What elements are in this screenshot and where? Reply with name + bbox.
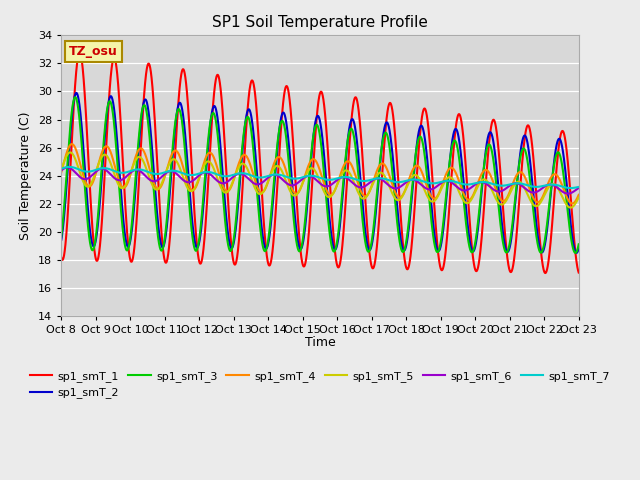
sp1_smT_6 [58,168,65,173]
sp1_smT_2 [436,247,444,253]
sp1_smT_3 [547,190,554,195]
Line: sp1_smT_3: sp1_smT_3 [61,97,579,253]
sp1_smT_1 [58,255,65,261]
sp1_smT_6 [63,165,71,170]
sp1_smT_1 [575,270,582,276]
sp1_smT_4 [568,201,576,206]
sp1_smT_1 [451,140,458,146]
sp1_smT_3 [58,234,65,240]
sp1_smT_1 [436,261,444,266]
sp1_smT_7 [58,166,65,171]
sp1_smT_3 [553,150,561,156]
sp1_smT_3 [451,138,458,144]
Legend: sp1_smT_1, sp1_smT_2, sp1_smT_3, sp1_smT_4, sp1_smT_5, sp1_smT_6, sp1_smT_7: sp1_smT_1, sp1_smT_2, sp1_smT_3, sp1_smT… [26,367,614,403]
sp1_smT_4 [302,169,310,175]
Line: sp1_smT_5: sp1_smT_5 [61,153,579,208]
Line: sp1_smT_6: sp1_smT_6 [61,168,579,193]
sp1_smT_2 [451,129,458,134]
sp1_smT_5 [567,205,575,211]
Line: sp1_smT_7: sp1_smT_7 [61,167,579,188]
sp1_smT_2 [72,90,80,96]
sp1_smT_3 [575,241,582,247]
sp1_smT_4 [547,175,554,181]
sp1_smT_5 [575,195,582,201]
sp1_smT_5 [436,190,444,196]
Line: sp1_smT_2: sp1_smT_2 [61,93,579,253]
sp1_smT_1 [302,255,310,261]
sp1_smT_5 [302,171,310,177]
sp1_smT_3 [234,204,241,210]
Y-axis label: Soil Temperature (C): Soil Temperature (C) [19,111,33,240]
sp1_smT_3 [72,95,79,100]
sp1_smT_1 [234,254,241,260]
sp1_smT_6 [302,174,310,180]
sp1_smT_5 [67,150,74,156]
sp1_smT_1 [553,160,561,166]
sp1_smT_7 [65,164,73,170]
sp1_smT_1 [541,270,549,276]
sp1_smT_7 [553,182,561,188]
sp1_smT_6 [575,185,582,191]
sp1_smT_6 [436,181,444,187]
sp1_smT_2 [302,214,310,219]
sp1_smT_3 [302,206,310,212]
sp1_smT_3 [436,245,444,251]
sp1_smT_4 [553,172,561,178]
sp1_smT_7 [547,182,554,188]
Line: sp1_smT_4: sp1_smT_4 [61,144,579,204]
sp1_smT_4 [436,189,444,194]
sp1_smT_2 [547,192,554,198]
sp1_smT_5 [234,168,241,173]
sp1_smT_6 [547,181,554,187]
X-axis label: Time: Time [305,336,335,349]
sp1_smT_6 [234,171,241,177]
Text: TZ_osu: TZ_osu [69,45,118,58]
sp1_smT_2 [553,141,561,146]
sp1_smT_5 [451,179,458,184]
sp1_smT_6 [451,181,458,187]
sp1_smT_2 [573,250,580,256]
sp1_smT_1 [547,239,554,244]
sp1_smT_7 [302,173,310,179]
sp1_smT_6 [564,191,572,196]
sp1_smT_2 [575,246,582,252]
sp1_smT_7 [575,184,582,190]
Line: sp1_smT_1: sp1_smT_1 [61,52,579,273]
sp1_smT_7 [567,185,575,191]
sp1_smT_5 [58,167,65,173]
sp1_smT_4 [68,141,76,147]
sp1_smT_5 [553,184,561,190]
sp1_smT_7 [451,179,458,184]
sp1_smT_6 [553,184,561,190]
sp1_smT_7 [234,171,241,177]
sp1_smT_2 [234,212,241,218]
sp1_smT_4 [58,169,65,175]
sp1_smT_1 [76,49,83,55]
sp1_smT_7 [436,180,444,185]
sp1_smT_2 [58,237,65,243]
sp1_smT_4 [451,167,458,173]
Title: SP1 Soil Temperature Profile: SP1 Soil Temperature Profile [212,15,428,30]
sp1_smT_4 [234,166,241,171]
sp1_smT_3 [572,250,579,256]
sp1_smT_5 [547,182,554,188]
sp1_smT_4 [575,192,582,198]
